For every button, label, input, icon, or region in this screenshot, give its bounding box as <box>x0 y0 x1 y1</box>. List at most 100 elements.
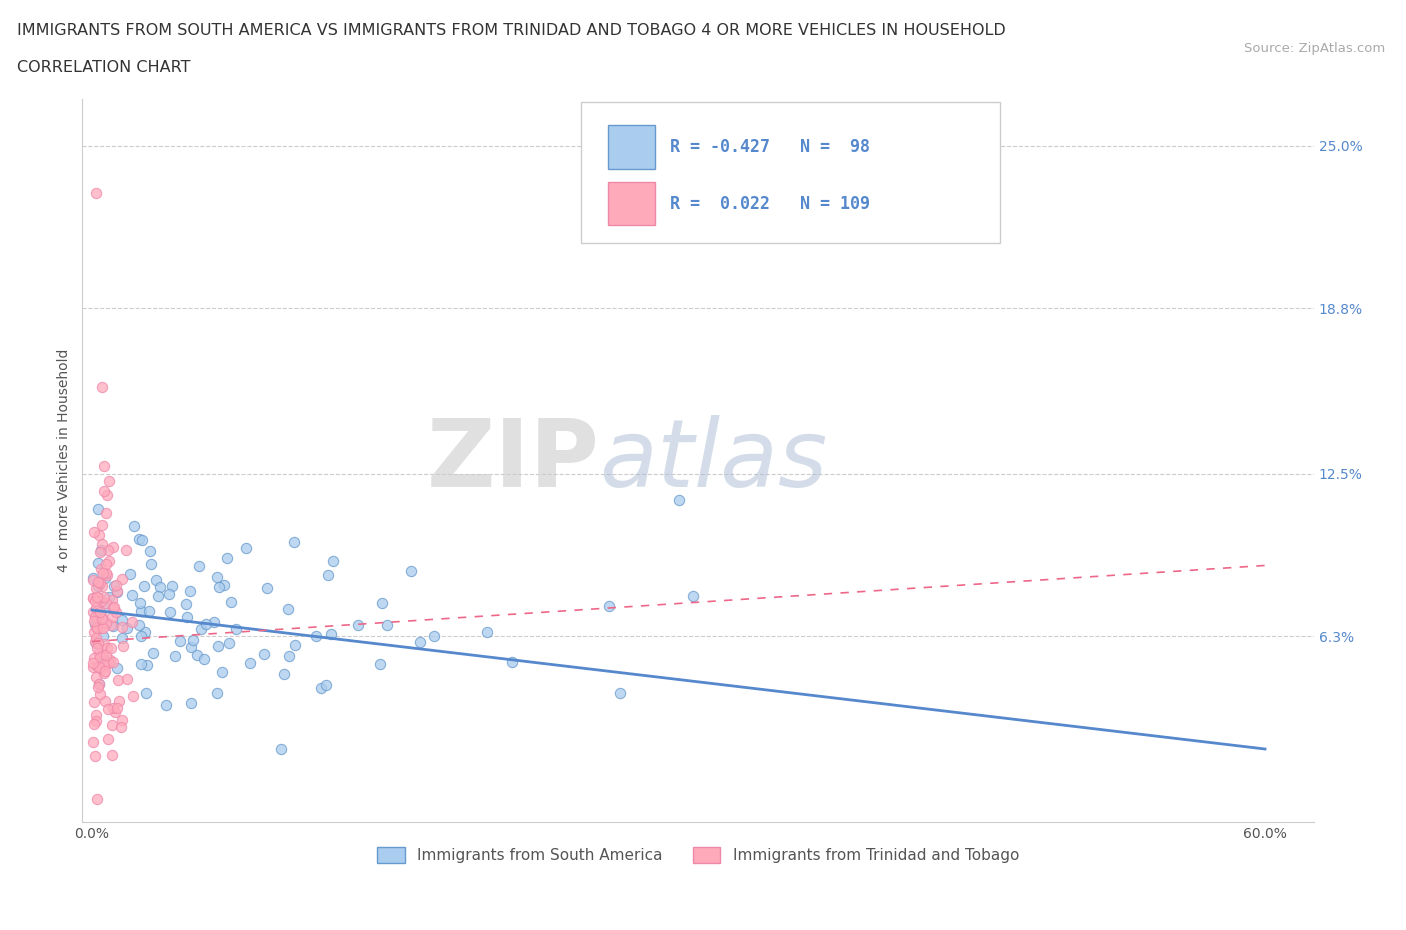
Point <box>86 791 108 806</box>
Point <box>96 487 118 502</box>
Point <box>96 641 118 656</box>
Point <box>86 635 108 650</box>
Point <box>186 647 208 662</box>
Text: IMMIGRANTS FROM SOUTH AMERICA VS IMMIGRANTS FROM TRINIDAD AND TOBAGO 4 OR MORE V: IMMIGRANTS FROM SOUTH AMERICA VS IMMIGRA… <box>17 23 1005 38</box>
Point <box>83 593 105 608</box>
Point <box>84 580 107 595</box>
Point <box>93 666 115 681</box>
Point <box>270 741 292 756</box>
Point <box>98 652 121 667</box>
Point <box>105 660 128 675</box>
Point <box>83 609 105 624</box>
Point <box>82 591 104 606</box>
Point <box>93 629 115 644</box>
Point <box>368 657 391 671</box>
Point <box>107 585 129 600</box>
Point <box>193 651 215 666</box>
Point <box>225 621 247 636</box>
Point <box>101 609 124 624</box>
Point <box>90 562 112 577</box>
Point <box>111 620 134 635</box>
Point <box>82 570 104 585</box>
Point <box>408 634 430 649</box>
Point <box>91 647 114 662</box>
Point <box>309 681 332 696</box>
Text: ZIP: ZIP <box>426 415 599 507</box>
Text: Source: ZipAtlas.com: Source: ZipAtlas.com <box>1244 42 1385 55</box>
Point <box>94 506 117 521</box>
Point <box>82 656 104 671</box>
Point <box>181 632 204 647</box>
Point <box>94 599 117 614</box>
Point <box>135 686 157 701</box>
Point <box>84 708 107 723</box>
Point <box>501 655 523 670</box>
Point <box>87 645 110 660</box>
Point <box>321 626 343 641</box>
Point <box>169 633 191 648</box>
Point <box>668 493 690 508</box>
Point <box>83 716 105 731</box>
Point <box>399 564 422 578</box>
Point <box>190 621 212 636</box>
Point <box>101 701 124 716</box>
Point <box>87 527 110 542</box>
Point <box>132 578 155 593</box>
Point <box>315 677 337 692</box>
Point <box>82 735 104 750</box>
Point <box>176 610 198 625</box>
Point <box>89 604 111 619</box>
Point <box>82 660 104 675</box>
Point <box>87 608 110 623</box>
Point <box>83 650 105 665</box>
Point <box>84 617 107 631</box>
Point <box>97 474 120 489</box>
Point <box>94 571 117 586</box>
Point <box>115 620 138 635</box>
Point <box>101 618 124 633</box>
Point <box>93 693 115 708</box>
Point <box>82 591 104 605</box>
Point <box>100 640 122 655</box>
Point <box>86 641 108 656</box>
Point <box>215 551 238 565</box>
Point <box>159 604 181 619</box>
Point <box>101 592 124 607</box>
Text: R = -0.427   N =  98: R = -0.427 N = 98 <box>669 139 870 156</box>
Point <box>211 665 233 680</box>
Point <box>94 648 117 663</box>
FancyBboxPatch shape <box>609 182 655 225</box>
Point <box>131 533 153 548</box>
Point <box>128 532 150 547</box>
Point <box>284 637 307 652</box>
Point <box>375 618 398 632</box>
Point <box>111 713 134 728</box>
Point <box>86 621 108 636</box>
Point <box>97 732 120 747</box>
Point <box>283 535 305 550</box>
Point <box>89 660 111 675</box>
Point <box>165 648 187 663</box>
Point <box>103 600 125 615</box>
FancyBboxPatch shape <box>609 126 655 169</box>
Point <box>84 619 107 634</box>
Point <box>101 601 124 616</box>
Point <box>136 658 159 672</box>
Point <box>87 659 110 674</box>
Point <box>83 749 105 764</box>
Point <box>107 694 129 709</box>
Point <box>273 667 295 682</box>
Point <box>90 537 112 551</box>
Point <box>84 635 107 650</box>
Point <box>93 589 115 604</box>
Point <box>94 596 117 611</box>
Point <box>121 615 143 630</box>
Point <box>134 624 156 639</box>
Point <box>89 545 111 560</box>
Point <box>180 640 202 655</box>
Point <box>195 617 218 631</box>
Point <box>114 542 136 557</box>
Point <box>94 657 117 671</box>
Point <box>218 635 240 650</box>
Point <box>86 601 108 616</box>
